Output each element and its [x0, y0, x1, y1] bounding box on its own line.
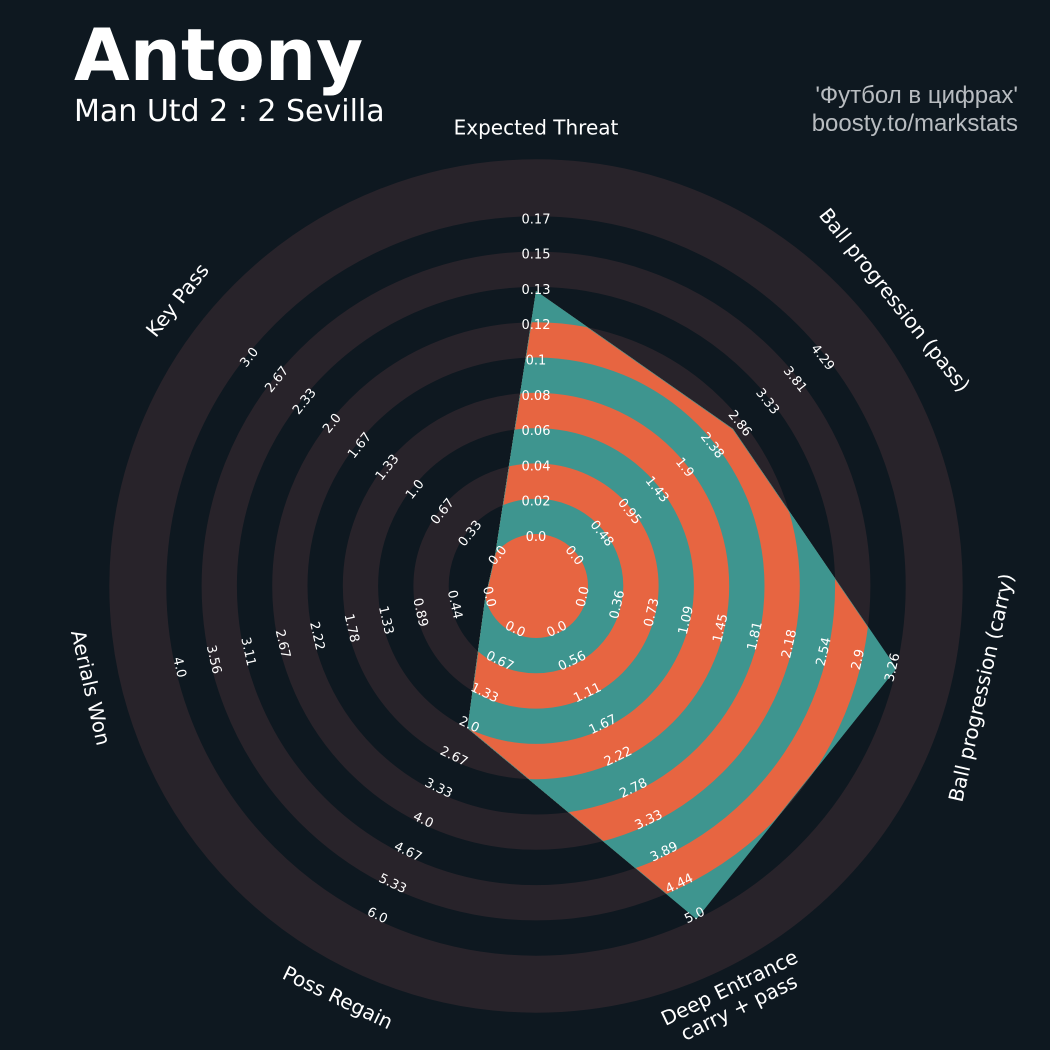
tick-label-2-9: 3.26	[882, 652, 903, 684]
tick-label-0-4: 0.08	[522, 389, 551, 404]
tick-label-2-1: 0.36	[607, 589, 628, 621]
player-name: Antony	[74, 13, 364, 97]
tick-label-0-2: 0.04	[522, 459, 551, 474]
tick-label-2-0: 0.0	[574, 585, 593, 609]
radar-fill	[467, 291, 897, 920]
tick-label-5-7: 3.11	[237, 636, 258, 668]
tick-label-2-7: 2.54	[814, 636, 835, 668]
tick-label-0-1: 0.02	[522, 495, 551, 510]
tick-label-5-8: 3.56	[203, 644, 224, 676]
tick-label-2-5: 1.81	[745, 620, 766, 652]
tick-label-2-6: 2.18	[779, 628, 800, 660]
tick-label-2-2: 0.73	[642, 597, 663, 629]
ring-band-3	[201, 251, 871, 921]
tick-label-0-8: 0.15	[522, 248, 551, 263]
tick-label-0-6: 0.12	[522, 318, 551, 333]
tick-label-5-6: 2.67	[272, 628, 293, 660]
tick-label-5-0: 0.0	[479, 585, 498, 609]
match-score: Man Utd 2 : 2 Sevilla	[74, 94, 385, 129]
tick-label-5-2: 0.89	[409, 597, 430, 629]
tick-label-0-3: 0.06	[522, 424, 551, 439]
tick-label-5-3: 1.33	[375, 605, 396, 637]
radar-ring-fill-0	[484, 534, 588, 638]
ring-band-4	[109, 159, 963, 1013]
tick-label-5-1: 0.44	[444, 589, 465, 621]
tick-label-0-7: 0.13	[522, 283, 551, 298]
tick-label-2-4: 1.45	[710, 612, 731, 644]
credit-line-2: boosty.to/markstats	[811, 110, 1018, 137]
tick-label-2-8: 2.9	[849, 648, 868, 672]
tick-label-5-9: 4.0	[169, 656, 188, 680]
credit-line-1: 'Футбол в цифрах'	[815, 82, 1018, 109]
tick-label-0-5: 0.1	[526, 354, 547, 369]
tick-label-5-5: 2.22	[306, 620, 327, 652]
param-label-0: Expected Threat	[454, 115, 619, 139]
tick-label-2-3: 1.09	[676, 605, 697, 637]
tick-label-0-9: 0.17	[522, 212, 551, 227]
param-label-5: Aerials Won	[66, 628, 116, 748]
tick-label-0-0: 0.0	[526, 530, 547, 545]
tick-label-5-4: 1.78	[341, 612, 362, 644]
